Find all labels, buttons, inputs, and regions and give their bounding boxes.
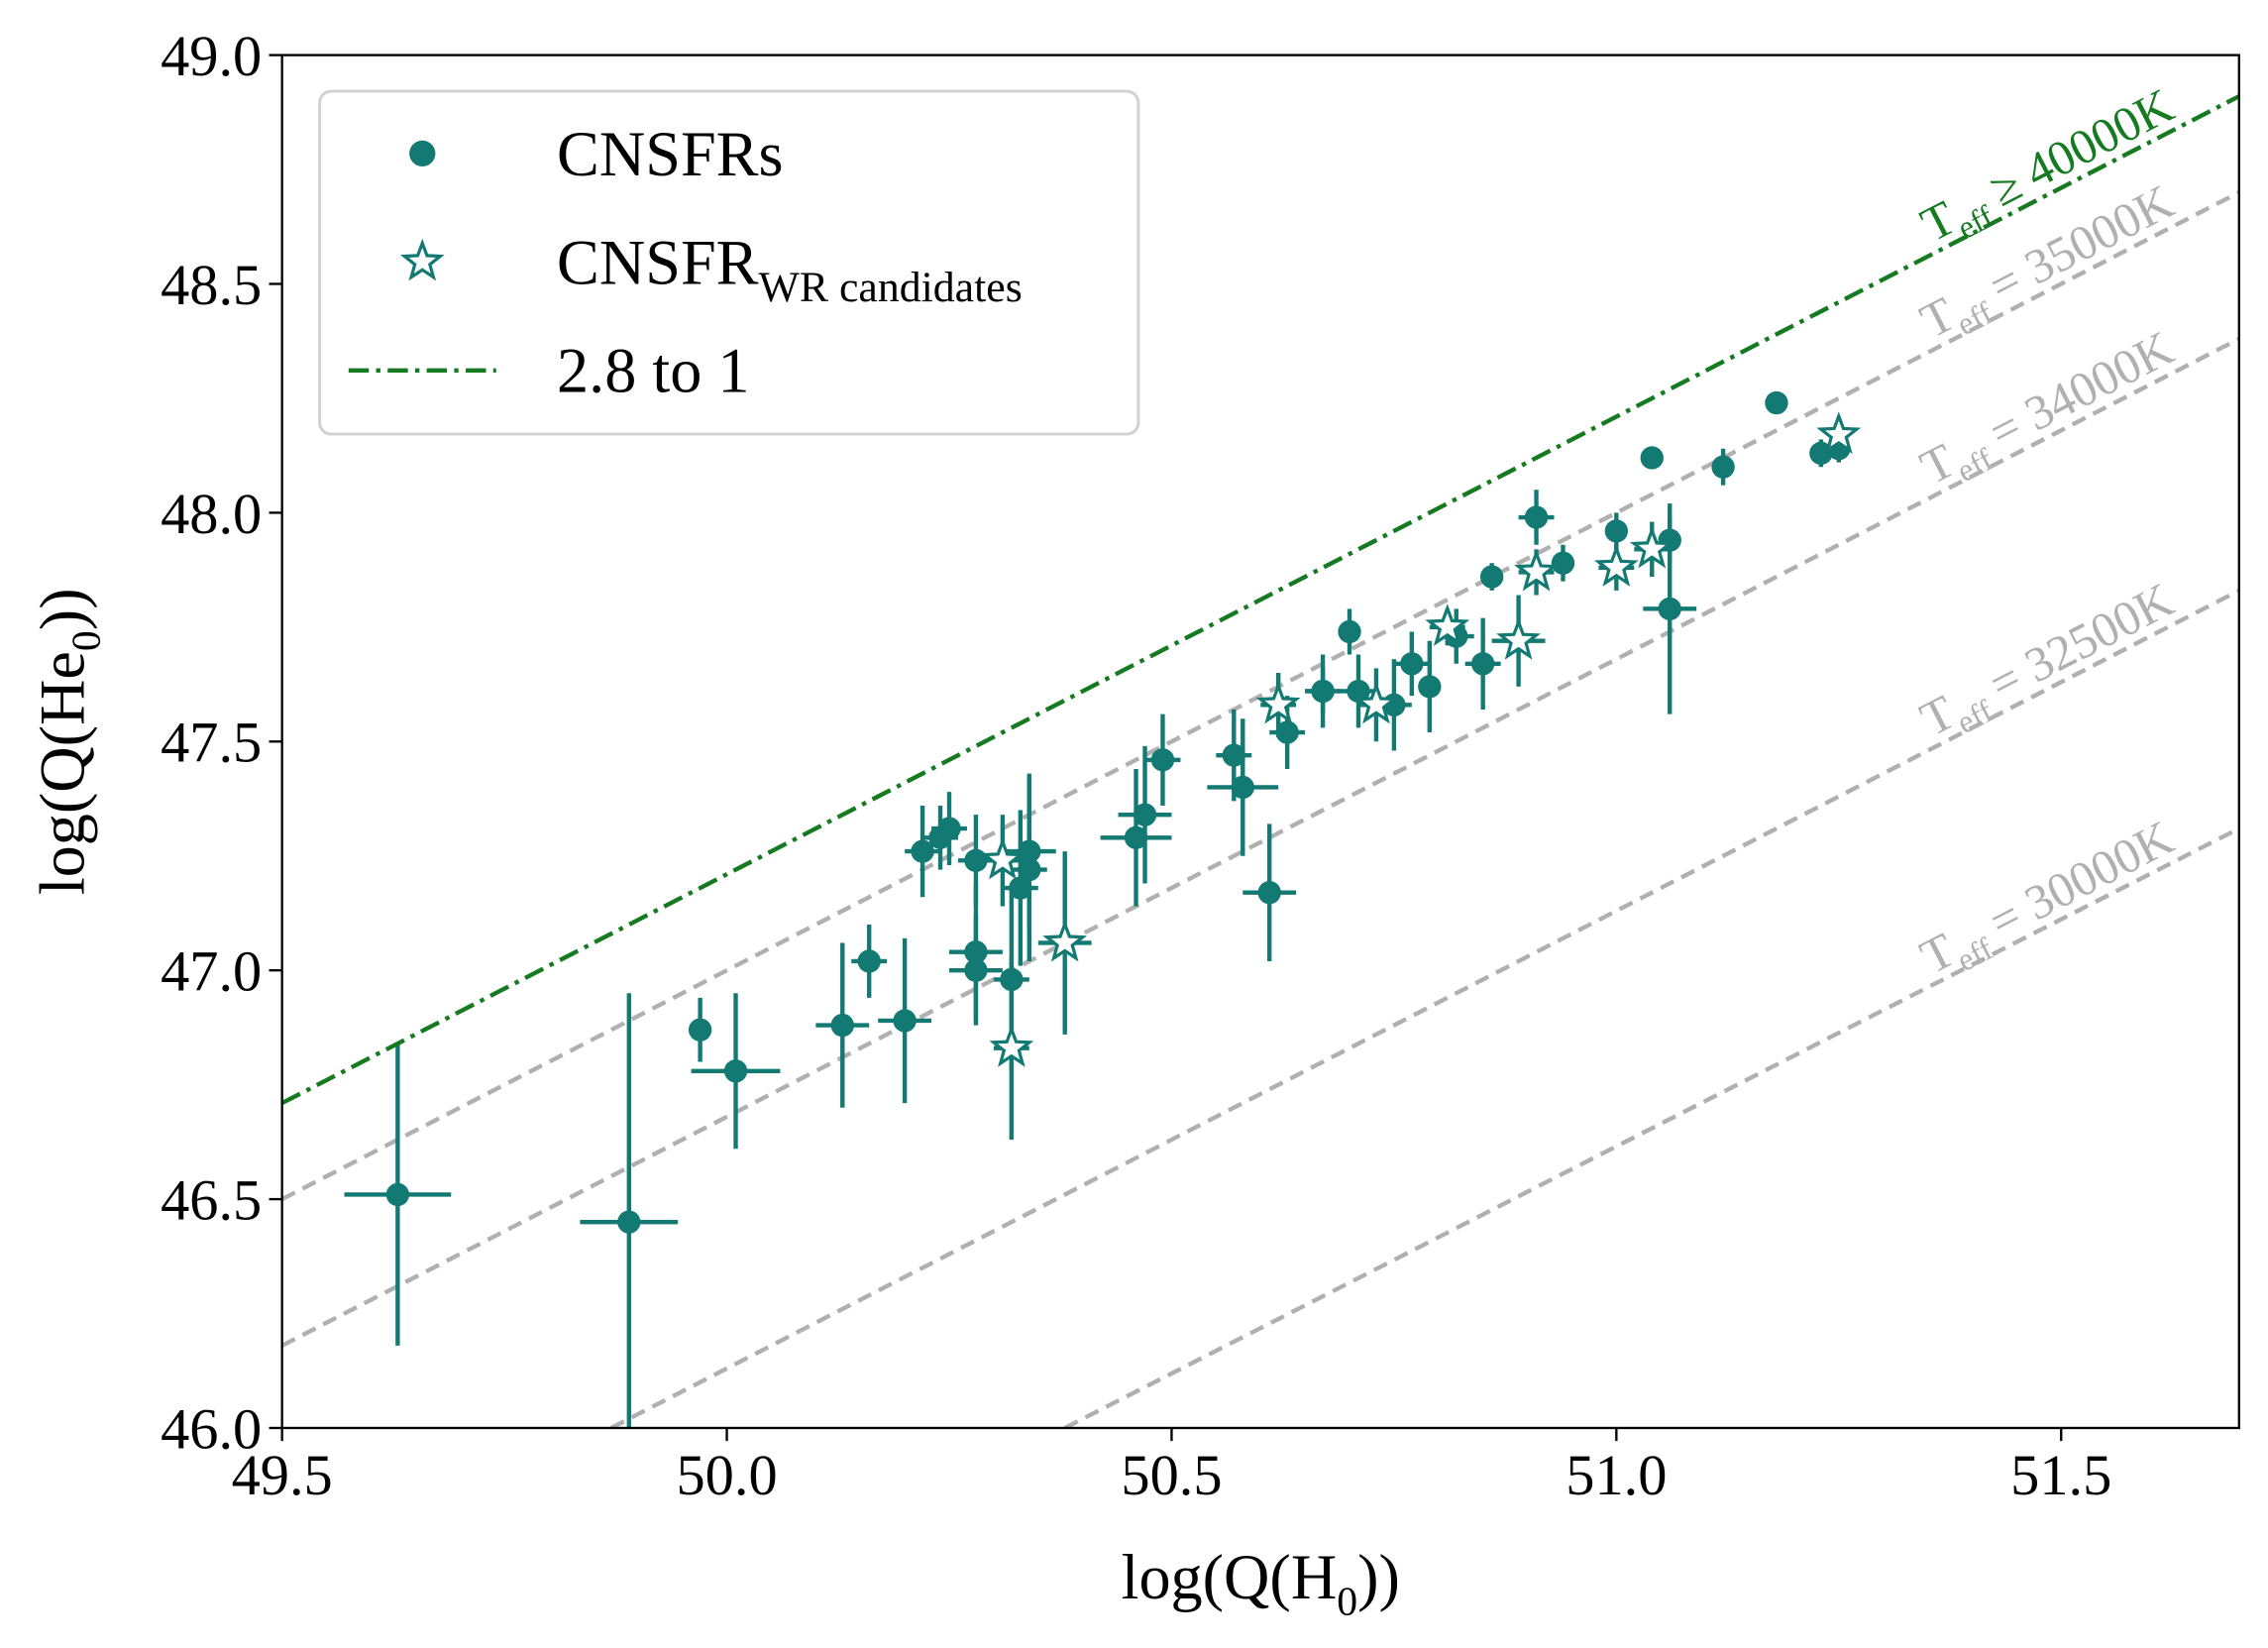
point [857, 949, 881, 973]
star-point [1496, 617, 1541, 660]
y-tick-label: 48.0 [161, 482, 262, 546]
point [1018, 839, 1041, 863]
legend-label-main: CNSFRs [557, 119, 783, 189]
x-axis-label-main: log(Q(H [1122, 1542, 1338, 1612]
star-point [1042, 919, 1088, 962]
point [723, 1059, 748, 1083]
reference-line [281, 336, 2239, 1348]
line-annotation: Teff = 30000K [1911, 810, 2186, 992]
point [1479, 565, 1504, 589]
point [1338, 619, 1361, 644]
line-annotation-tail: = 34000K [1970, 320, 2182, 465]
x-tick-label: 49.5 [232, 1443, 333, 1507]
legend-label-main: 2.8 to 1 [557, 336, 749, 406]
point [1275, 720, 1299, 744]
star-point [1353, 681, 1399, 724]
line-annotation-tail: = 30000K [1970, 810, 2182, 954]
point [937, 817, 961, 840]
point [1640, 446, 1664, 470]
legend-frame [318, 89, 1140, 436]
point [830, 1013, 854, 1038]
point [1551, 551, 1575, 575]
legend-label: CNSFRWR candidates [557, 227, 1023, 311]
legend-label: 2.8 to 1 [557, 336, 749, 406]
legend-marker [399, 238, 445, 281]
x-axis-label: log(Q(H0)) [1122, 1542, 1400, 1624]
x-tick-label: 50.5 [1121, 1443, 1222, 1507]
star-point [1629, 525, 1674, 569]
point [1231, 775, 1254, 800]
y-axis-label: log(Q(He0)) [28, 588, 110, 895]
star-point [1255, 681, 1301, 724]
point [1124, 825, 1148, 849]
point [911, 839, 934, 863]
legend-label-sub: WR candidates [759, 264, 1023, 311]
x-tick-label: 51.0 [1566, 1443, 1667, 1507]
star-point [980, 836, 1026, 880]
line-annotation: Teff = 34000K [1911, 320, 2186, 502]
star-point [1816, 411, 1862, 454]
y-tick-label: 46.0 [161, 1396, 262, 1461]
point [1711, 455, 1735, 479]
y-axis-label-tail: )) [28, 588, 98, 630]
point [1222, 743, 1245, 767]
point [1471, 652, 1495, 676]
y-axis-label-sub: 0 [64, 630, 110, 651]
x-tick-label: 51.5 [2010, 1443, 2111, 1507]
ratio-line [281, 94, 2239, 1106]
line-annotation: Teff = 32500K [1911, 572, 2186, 754]
point [1347, 679, 1370, 704]
y-tick-label: 47.0 [161, 939, 262, 1004]
star-point [989, 1025, 1034, 1067]
point [1133, 803, 1157, 826]
legend-marker [409, 140, 436, 167]
point [893, 1009, 917, 1033]
point [1604, 519, 1629, 543]
point [1524, 505, 1549, 529]
legend-label: CNSFRs [557, 119, 783, 189]
y-tick-label: 49.0 [161, 24, 262, 88]
reference-line [1063, 826, 2239, 1428]
line-annotation-tail: = 32500K [1970, 572, 2182, 716]
star-point [1514, 548, 1559, 592]
axes-frame [280, 54, 2240, 1430]
point [688, 1018, 712, 1042]
point [1658, 597, 1681, 621]
x-axis-label-tail: )) [1357, 1542, 1400, 1612]
y-axis-label-main: log(Q(He [28, 651, 98, 895]
plot-area [281, 94, 2239, 1428]
point [964, 958, 988, 982]
x-axis-label-sub: 0 [1337, 1579, 1357, 1624]
y-tick-label: 46.5 [161, 1168, 262, 1233]
point [1765, 390, 1788, 415]
point [1418, 675, 1442, 699]
legend-label-main: CNSFR [557, 227, 759, 297]
point [1400, 652, 1424, 676]
star-point [1425, 604, 1470, 646]
point [617, 1210, 641, 1234]
point [1257, 881, 1281, 905]
point [1150, 748, 1175, 772]
reference-line [281, 190, 2239, 1202]
point [1809, 441, 1833, 466]
reference-line [609, 588, 2239, 1428]
y-tick-label: 47.5 [161, 711, 262, 775]
point [1009, 876, 1032, 900]
point [1311, 679, 1335, 704]
point [385, 1182, 410, 1207]
x-tick-label: 50.0 [676, 1443, 777, 1507]
star-point [1593, 544, 1639, 587]
y-tick-label: 48.5 [161, 253, 262, 317]
